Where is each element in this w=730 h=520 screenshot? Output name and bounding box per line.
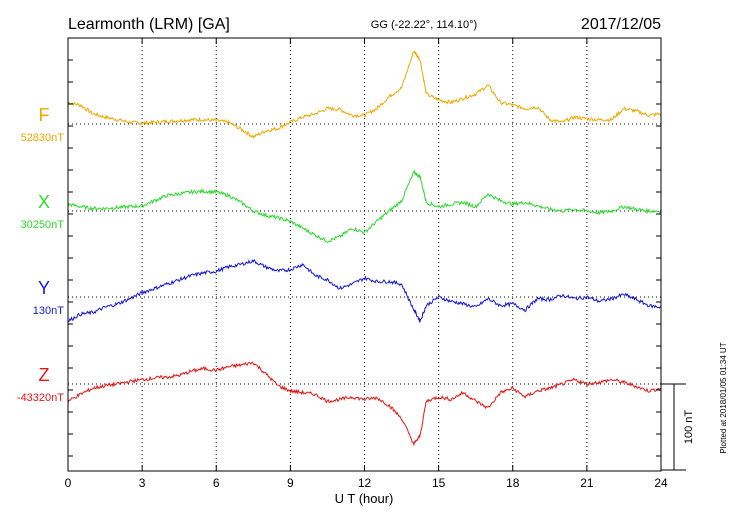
traces-layer	[67, 50, 662, 447]
series-name-y: Y	[38, 278, 50, 298]
scale-bar: 100 nT	[661, 383, 695, 471]
x-tick-label: 21	[580, 476, 594, 490]
series-labels: F 52830nT X 30250nT Y 130nT Z -43320nT	[17, 105, 64, 404]
x-tick-label: 12	[358, 476, 372, 490]
baseline-value-z: -43320nT	[17, 392, 64, 404]
x-tick-label: 0	[65, 476, 72, 490]
trace-x	[67, 169, 662, 243]
baseline-value-y: 130nT	[33, 305, 64, 317]
x-tick-label: 3	[139, 476, 146, 490]
series-name-x: X	[38, 192, 50, 212]
x-axis-label: U T (hour)	[335, 491, 394, 506]
trace-f	[68, 50, 662, 140]
x-tick-label: 9	[287, 476, 294, 490]
x-tick-label: 24	[654, 476, 668, 490]
plotted-at-note: Plotted at 2018/01/05 01:34 UT	[719, 342, 728, 453]
trace-z	[67, 361, 662, 447]
trace-y	[67, 258, 662, 323]
station-title: Learmonth (LRM) [GA]	[68, 16, 230, 33]
station-coordinates: GG (-22.22°, 114.10°)	[371, 19, 477, 31]
grid-lines	[68, 38, 661, 471]
x-tick-label: 15	[432, 476, 446, 490]
scale-bar-label: 100 nT	[683, 410, 695, 445]
x-tick-label: 18	[506, 476, 520, 490]
x-tick-label: 6	[213, 476, 220, 490]
series-name-z: Z	[39, 365, 50, 385]
series-name-f: F	[39, 105, 50, 125]
baseline-value-x: 30250nT	[21, 219, 65, 231]
x-axis-ticks: 0 3 6 9 12 15 18 21 24	[65, 38, 668, 490]
plot-date: 2017/12/05	[581, 16, 661, 33]
baseline-value-f: 52830nT	[21, 132, 65, 144]
